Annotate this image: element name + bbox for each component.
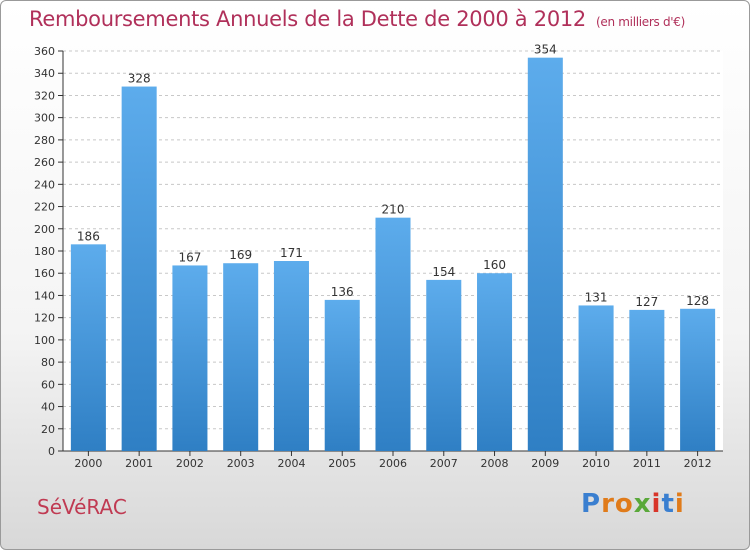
logo-letter: i (651, 489, 662, 519)
logo-letter: i (674, 489, 685, 519)
logo-letter: r (601, 489, 615, 519)
logo-letter: x (633, 489, 652, 519)
logo-letter: t (661, 489, 675, 519)
y-tick-label: 180 (34, 245, 55, 258)
data-label: 169 (229, 248, 252, 262)
x-tick-label: 2009 (531, 457, 559, 470)
data-label: 171 (280, 246, 303, 260)
bar (121, 86, 157, 452)
bar (477, 273, 513, 451)
x-tick-label: 2002 (176, 457, 204, 470)
y-tick-label: 160 (34, 267, 55, 280)
y-tick-label: 60 (41, 378, 55, 391)
data-label: 328 (128, 72, 151, 86)
bar (527, 57, 563, 452)
data-label: 128 (686, 294, 709, 308)
y-tick-label: 280 (34, 134, 55, 147)
bar (273, 261, 309, 451)
data-label: 131 (585, 290, 608, 304)
x-tick-label: 2011 (633, 457, 661, 470)
y-tick-label: 20 (41, 423, 55, 436)
x-tick-label: 2010 (582, 457, 610, 470)
y-tick-label: 40 (41, 401, 55, 414)
bar (426, 279, 462, 451)
bar (375, 217, 411, 451)
bar (680, 308, 716, 451)
y-tick-label: 340 (34, 67, 55, 80)
data-label: 136 (331, 285, 354, 299)
bar (172, 265, 208, 451)
commune-name: SéVéRAC (37, 495, 127, 519)
chart-title-text: Remboursements Annuels de la Dette de 20… (29, 7, 586, 31)
data-label: 354 (534, 43, 557, 57)
data-label: 160 (483, 258, 506, 272)
y-tick-label: 0 (48, 445, 55, 458)
y-tick-label: 320 (34, 89, 55, 102)
y-tick-label: 80 (41, 356, 55, 369)
x-tick-label: 2006 (379, 457, 407, 470)
y-tick-label: 240 (34, 178, 55, 191)
x-tick-label: 2012 (684, 457, 712, 470)
x-tick-label: 2008 (481, 457, 509, 470)
data-label: 210 (382, 203, 405, 217)
x-tick-label: 2005 (328, 457, 356, 470)
logo-letter: o (614, 489, 634, 519)
data-label: 167 (178, 250, 201, 264)
y-tick-label: 100 (34, 334, 55, 347)
chart-subtitle: (en milliers d'€) (596, 15, 686, 29)
y-tick-label: 360 (34, 45, 55, 58)
x-tick-label: 2007 (430, 457, 458, 470)
data-label: 154 (432, 265, 455, 279)
y-tick-label: 300 (34, 112, 55, 125)
bar (324, 299, 360, 451)
data-label: 127 (635, 295, 658, 309)
bar (70, 244, 106, 451)
bar (223, 263, 259, 451)
x-tick-label: 2004 (277, 457, 305, 470)
x-tick-label: 2003 (227, 457, 255, 470)
y-tick-label: 260 (34, 156, 55, 169)
bar (578, 305, 614, 451)
data-label: 186 (77, 229, 100, 243)
logo-letter: P (581, 489, 602, 519)
y-tick-label: 220 (34, 201, 55, 214)
y-tick-label: 140 (34, 289, 55, 302)
bar (629, 309, 665, 451)
chart-title: Remboursements Annuels de la Dette de 20… (29, 7, 685, 31)
proxiti-logo: Proxiti (581, 489, 685, 519)
x-tick-label: 2001 (125, 457, 153, 470)
x-tick-label: 2000 (74, 457, 102, 470)
y-tick-label: 200 (34, 223, 55, 236)
y-tick-label: 120 (34, 312, 55, 325)
